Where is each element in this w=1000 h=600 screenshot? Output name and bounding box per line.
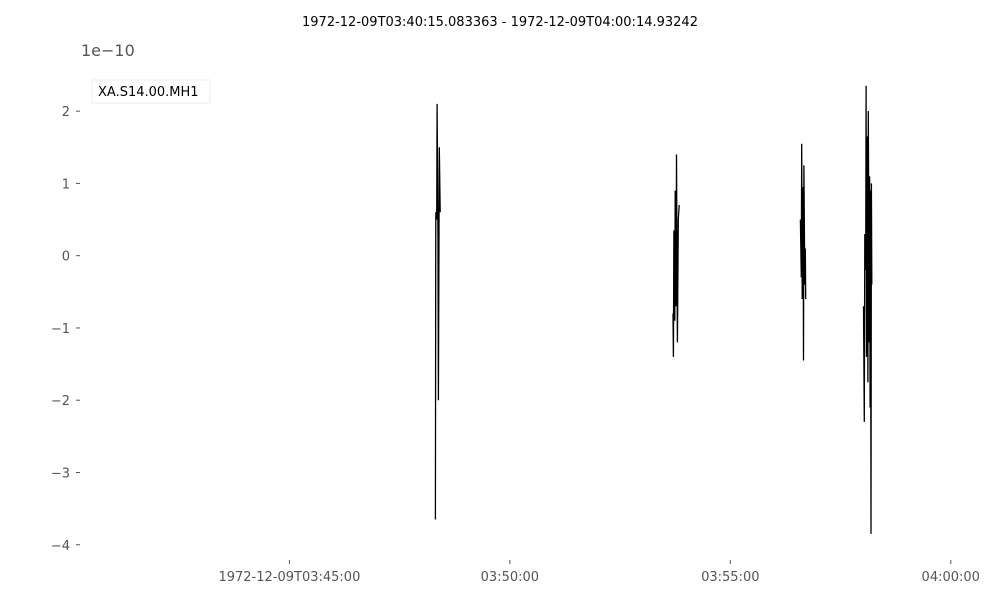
y-tick-label: 0	[62, 250, 70, 265]
y-tick-label: −4	[51, 539, 70, 554]
y-tick-label: −3	[51, 467, 70, 482]
legend-box	[91, 79, 211, 104]
y-tick-label: 1	[62, 177, 70, 192]
waveform-burst	[672, 154, 680, 357]
y-offset-label: 1e−10	[81, 41, 135, 60]
plot-area	[434, 85, 873, 534]
waveform-burst	[434, 103, 441, 520]
x-tick-label: 04:00:00	[922, 570, 980, 585]
waveform-burst	[799, 143, 807, 361]
x-tick-label: 03:55:00	[701, 570, 759, 585]
x-tick-label: 1972-12-09T03:45:00	[218, 570, 360, 585]
legend: XA.S14.00.MH1	[91, 79, 211, 104]
x-axis: 1972-12-09T03:45:00 03:50:00 03:55:00 04:00…	[218, 560, 980, 585]
y-tick-label: −1	[51, 322, 70, 337]
chart-title: 1972-12-09T03:40:15.083363 - 1972-12-09T…	[302, 15, 698, 30]
y-axis: 2 1 0 −1 −2 −3 −4	[51, 105, 80, 554]
y-tick-label: 2	[62, 105, 70, 120]
x-tick-label: 03:50:00	[481, 570, 539, 585]
y-tick-label: −2	[51, 394, 70, 409]
waveform-burst	[862, 85, 873, 534]
legend-entry: XA.S14.00.MH1	[98, 85, 199, 100]
